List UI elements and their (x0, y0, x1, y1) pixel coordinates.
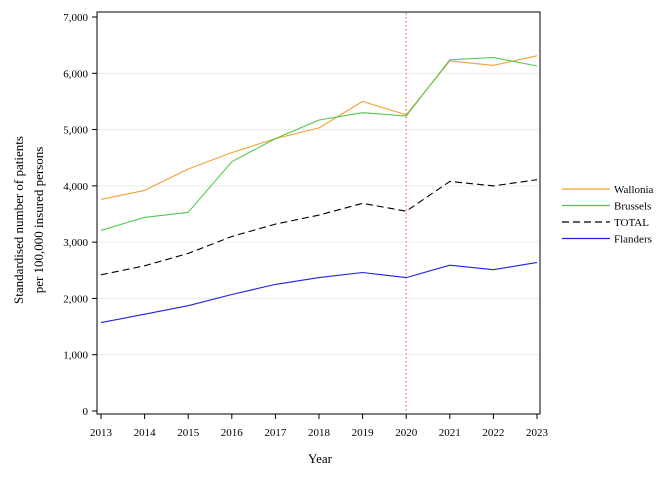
y-axis-ticks: 0 1,000 2,000 3,000 4,000 5,000 6,000 7,000 (63, 12, 97, 418)
series-line-flanders (100, 261, 538, 324)
x-axis-ticks: 2013 2014 2015 2016 2017 2018 2019 2020 2021 2022… (90, 414, 549, 439)
legend: Wallonia Brussels TOTAL Flanders (562, 184, 654, 246)
y-axis-title-line-1: Standardised number of patients (11, 136, 26, 304)
y-axis-title-line-2: per 100,000 insured persons (31, 147, 46, 294)
legend-label-flanders: Flanders (614, 234, 652, 246)
series-line-brussels (100, 56, 538, 231)
legend-label-total: TOTAL (614, 217, 649, 229)
x-tick-label-2014: 2014 (134, 427, 157, 439)
y-tick-label-5000: 5,000 (63, 125, 88, 137)
legend-label-wallonia: Wallonia (614, 184, 654, 196)
series-lines (100, 55, 538, 324)
plot-frame (96, 11, 541, 415)
x-tick-label-2019: 2019 (352, 427, 375, 439)
y-tick-label-1000: 1,000 (63, 350, 88, 362)
x-tick-label-2017: 2017 (264, 427, 287, 439)
y-axis-title: Standardised number of patients per 100,… (11, 136, 46, 304)
y-tick-label-3000: 3,000 (63, 237, 88, 249)
x-tick-label-2015: 2015 (177, 427, 200, 439)
x-axis-title: Year (308, 451, 333, 466)
legend-label-brussels: Brussels (614, 201, 651, 213)
y-tick-label-7000: 7,000 (63, 12, 88, 24)
gridlines (98, 72, 539, 356)
x-tick-label-2020: 2020 (395, 427, 418, 439)
x-tick-label-2022: 2022 (482, 427, 504, 439)
x-tick-label-2023: 2023 (526, 427, 549, 439)
x-tick-label-2013: 2013 (90, 427, 113, 439)
y-tick-label-4000: 4,000 (63, 181, 88, 193)
x-tick-label-2021: 2021 (439, 427, 461, 439)
x-tick-label-2018: 2018 (308, 427, 331, 439)
x-tick-label-2016: 2016 (221, 427, 244, 439)
series-line-wallonia (100, 55, 538, 200)
series-line-total (100, 179, 538, 276)
y-tick-label-0: 0 (83, 406, 89, 418)
y-tick-label-2000: 2,000 (63, 293, 88, 305)
y-tick-label-6000: 6,000 (63, 68, 88, 80)
